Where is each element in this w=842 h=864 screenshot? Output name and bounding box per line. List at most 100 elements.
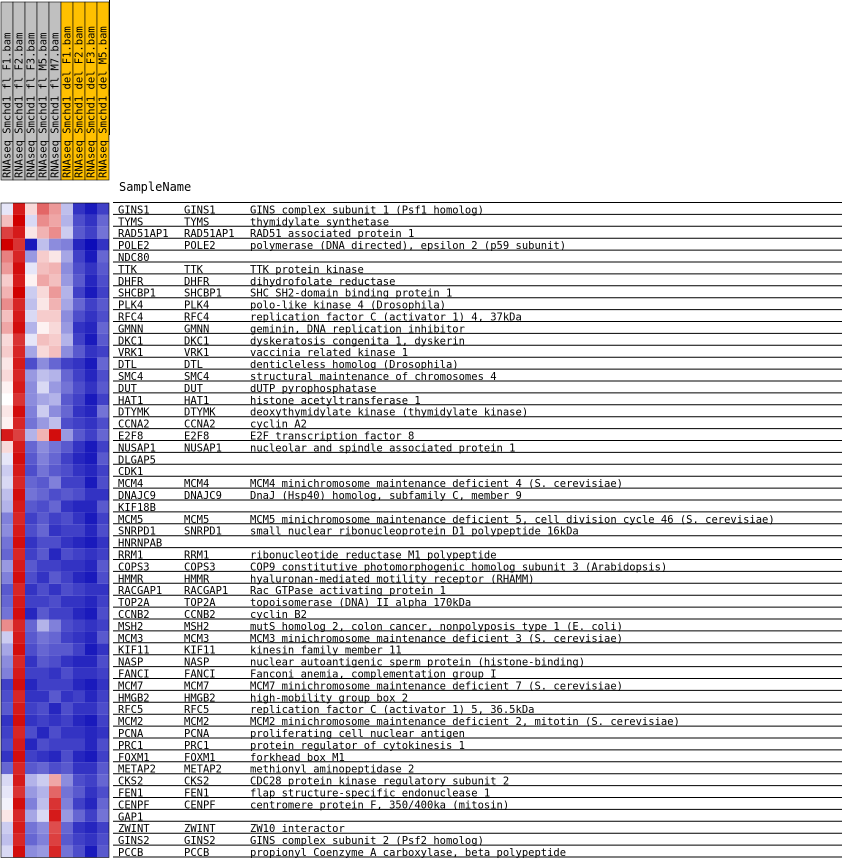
heatmap-cell: [97, 381, 109, 394]
row-symbol: DTYMK: [184, 407, 216, 419]
row-id: GINS1: [118, 204, 150, 216]
heatmap-cell: [37, 821, 49, 834]
heatmap-cell: [73, 595, 85, 608]
row-symbol: ZWINT: [184, 823, 216, 835]
heatmap-cell: [37, 452, 49, 465]
heatmap-cell: [49, 214, 61, 227]
row-id: ZWINT: [118, 823, 150, 835]
heatmap-cell: [1, 536, 13, 549]
heatmap-cell: [61, 488, 73, 501]
heatmap-cell: [97, 310, 109, 322]
heatmap-cell: [49, 417, 61, 430]
heatmap-cell: [49, 345, 61, 358]
heatmap-cell: [97, 607, 109, 620]
row-description: thymidylate synthetase: [250, 216, 389, 228]
heatmap-cell: [97, 250, 109, 263]
heatmap-cell: [97, 238, 109, 251]
heatmap-cell: [13, 500, 25, 513]
row-symbol: PLK4: [184, 300, 209, 312]
heatmap-cell: [13, 464, 25, 477]
row-symbol: RFC5: [184, 704, 209, 716]
heatmap-cell: [1, 702, 13, 715]
row-id: MSH2: [118, 621, 143, 633]
heatmap-cell: [49, 595, 61, 608]
heatmap-cell: [97, 369, 109, 382]
heatmap-cell: [37, 643, 49, 656]
heatmap-cell: [97, 619, 109, 632]
heatmap-cell: [13, 583, 25, 596]
heatmap-cell: [61, 369, 73, 382]
heatmap-cell: [61, 310, 73, 322]
heatmap-cell: [37, 845, 49, 858]
heatmap-cell: [73, 476, 85, 489]
heatmap-cell: [49, 548, 61, 560]
row-description: dUTP pyrophosphatase: [250, 383, 376, 395]
row-symbol: NUSAP1: [184, 442, 222, 454]
row-description: replication factor C (activator 1) 4, 37…: [250, 312, 522, 324]
row-id: MCM3: [118, 633, 143, 645]
heatmap-cell: [97, 702, 109, 715]
row-description: nucleolar and spindle associated protein…: [250, 442, 516, 454]
heatmap-cell: [25, 833, 37, 846]
row-id: SHCBP1: [118, 288, 156, 300]
heatmap-cell: [25, 714, 37, 727]
heatmap-cell: [73, 571, 85, 584]
heatmap-cell: [49, 679, 61, 691]
heatmap-cell: [49, 702, 61, 715]
heatmap-cell: [25, 702, 37, 715]
heatmap-cell: [13, 429, 25, 441]
row-description: vaccinia related kinase 1: [250, 347, 408, 359]
heatmap-cell: [85, 809, 97, 822]
heatmap-cell: [73, 452, 85, 465]
heatmap-cell: [61, 571, 73, 584]
heatmap-cell: [61, 845, 73, 858]
heatmap-cell: [85, 452, 97, 465]
heatmap-cell: [97, 286, 109, 299]
heatmap-cell: [37, 631, 49, 644]
heatmap-cell: [25, 357, 37, 370]
heatmap-cell: [37, 381, 49, 394]
heatmap-cell: [73, 345, 85, 358]
row-description: ZW10 interactor: [250, 823, 345, 835]
row-description: cyclin B2: [250, 609, 307, 621]
heatmap-cell: [97, 750, 109, 763]
heatmap-cell: [73, 203, 85, 215]
heatmap-cell: [1, 357, 13, 370]
heatmap-cell: [85, 286, 97, 299]
heatmap-cell: [1, 631, 13, 644]
heatmap-cell: [61, 631, 73, 644]
heatmap-cell: [37, 690, 49, 703]
heatmap-cell: [13, 369, 25, 382]
heatmap-cell: [37, 714, 49, 727]
heatmap-cell: [13, 833, 25, 846]
heatmap-cell: [49, 607, 61, 620]
heatmap-cell: [85, 203, 97, 215]
heatmap-cell: [13, 619, 25, 632]
heatmap-cell: [85, 679, 97, 691]
heatmap-cell: [73, 310, 85, 322]
heatmap-cell: [13, 476, 25, 489]
heatmap-cell: [37, 333, 49, 346]
heatmap-cell: [25, 631, 37, 644]
row-description: propionyl Coenzyme A carboxylase, beta p…: [250, 847, 566, 859]
heatmap-cell: [85, 536, 97, 549]
heatmap-cell: [49, 655, 61, 668]
heatmap-cell: [97, 357, 109, 370]
row-id: METAP2: [118, 764, 156, 776]
heatmap-cell: [97, 762, 109, 775]
heatmap-cell: [25, 571, 37, 584]
heatmap-cell: [49, 750, 61, 763]
heatmap-cell: [85, 619, 97, 632]
heatmap-cell: [49, 583, 61, 596]
heatmap-cell: [85, 845, 97, 858]
heatmap-cell: [85, 667, 97, 679]
heatmap-cell: [37, 655, 49, 668]
row-id: TYMS: [118, 216, 143, 228]
row-symbol: PCNA: [184, 728, 210, 740]
heatmap-cell: [73, 714, 85, 727]
row-id: NUSAP1: [118, 442, 156, 454]
heatmap-cell: [61, 809, 73, 822]
row-id: TOP2A: [118, 597, 150, 609]
row-description: DnaJ (Hsp40) homolog, subfamily C, membe…: [250, 490, 522, 502]
heatmap-cell: [13, 595, 25, 608]
